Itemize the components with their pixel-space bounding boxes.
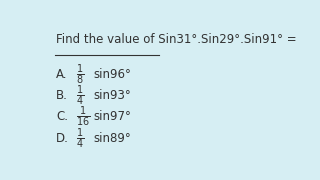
Text: sin89°: sin89° [93, 132, 131, 145]
Text: $\frac{1}{16}$: $\frac{1}{16}$ [76, 104, 90, 129]
Text: sin96°: sin96° [93, 68, 131, 82]
Text: $\frac{1}{4}$: $\frac{1}{4}$ [76, 127, 84, 151]
Text: D.: D. [56, 132, 69, 145]
Text: C.: C. [56, 110, 68, 123]
Text: sin97°: sin97° [93, 110, 131, 123]
Text: $\frac{1}{8}$: $\frac{1}{8}$ [76, 63, 84, 87]
Text: A.: A. [56, 68, 68, 82]
Text: sin93°: sin93° [93, 89, 131, 102]
Text: $\frac{1}{4}$: $\frac{1}{4}$ [76, 84, 84, 108]
Text: Find the value of Sin31°.Sin29°.Sin91° =: Find the value of Sin31°.Sin29°.Sin91° = [56, 33, 297, 46]
Text: B.: B. [56, 89, 68, 102]
